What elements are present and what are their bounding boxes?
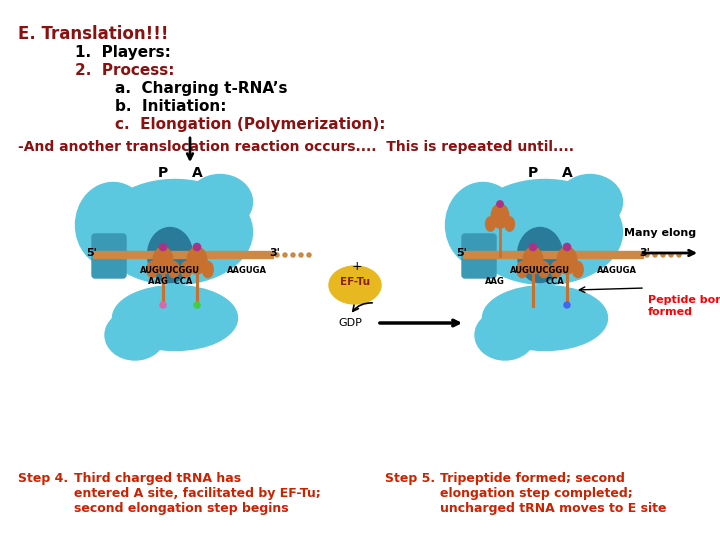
Ellipse shape [187, 174, 253, 230]
Circle shape [645, 253, 649, 257]
Circle shape [299, 253, 303, 257]
Text: Many elong: Many elong [624, 228, 696, 238]
Circle shape [159, 244, 166, 251]
Text: 3': 3' [639, 248, 650, 258]
FancyBboxPatch shape [462, 234, 496, 278]
Text: A: A [192, 166, 202, 180]
Ellipse shape [105, 310, 165, 360]
Circle shape [669, 253, 673, 257]
Text: 5': 5' [86, 248, 97, 258]
Ellipse shape [557, 174, 623, 230]
Text: Step 4.: Step 4. [18, 472, 68, 485]
Text: E. Translation!!!: E. Translation!!! [18, 25, 168, 43]
Ellipse shape [467, 179, 623, 285]
Ellipse shape [147, 261, 158, 278]
Text: AAG  CCA: AAG CCA [148, 277, 192, 286]
Text: Step 5.: Step 5. [385, 472, 435, 485]
Ellipse shape [485, 217, 495, 231]
Text: a.  Charging t-RNA’s: a. Charging t-RNA’s [115, 81, 287, 96]
Circle shape [563, 244, 571, 251]
Text: EF-Tu: EF-Tu [340, 277, 370, 287]
Text: P: P [528, 166, 538, 180]
Circle shape [564, 302, 570, 308]
Ellipse shape [112, 286, 238, 350]
Text: CCA: CCA [546, 277, 564, 286]
Circle shape [529, 244, 536, 251]
Circle shape [194, 302, 200, 308]
Ellipse shape [475, 310, 535, 360]
Ellipse shape [551, 261, 562, 278]
Text: +: + [351, 260, 362, 273]
Text: Third charged tRNA has
entered A site, facilitated by EF-Tu;
second elongation s: Third charged tRNA has entered A site, f… [74, 472, 320, 515]
Text: c.  Elongation (Polymerization):: c. Elongation (Polymerization): [115, 117, 385, 132]
Bar [463, 251, 643, 258]
Ellipse shape [572, 261, 583, 278]
Text: b.  Initiation:: b. Initiation: [115, 99, 227, 114]
Text: AAGUGA: AAGUGA [597, 266, 637, 275]
Ellipse shape [446, 183, 521, 267]
Text: P: P [158, 166, 168, 180]
Text: GDP: GDP [338, 318, 362, 328]
Bar [93, 251, 273, 258]
Ellipse shape [168, 261, 179, 278]
Ellipse shape [518, 227, 562, 282]
Text: 2.  Process:: 2. Process: [75, 63, 174, 78]
Text: A: A [562, 166, 572, 180]
Text: AAGUGA: AAGUGA [227, 266, 267, 275]
Text: AUGUUCGGU: AUGUUCGGU [140, 266, 200, 275]
Ellipse shape [187, 247, 207, 274]
Ellipse shape [539, 261, 549, 278]
Circle shape [283, 253, 287, 257]
Circle shape [160, 302, 166, 308]
Ellipse shape [181, 261, 192, 278]
Ellipse shape [329, 266, 381, 304]
Ellipse shape [505, 217, 514, 231]
Ellipse shape [557, 247, 577, 274]
Text: AAG: AAG [485, 277, 505, 286]
Text: Tripeptide formed; second
elongation step completed;
uncharged tRNA moves to E s: Tripeptide formed; second elongation ste… [440, 472, 667, 515]
Text: AUGUUCGGU: AUGUUCGGU [510, 266, 570, 275]
Ellipse shape [202, 261, 213, 278]
Ellipse shape [482, 286, 608, 350]
Text: Peptide bond
formed: Peptide bond formed [648, 295, 720, 316]
Circle shape [275, 253, 279, 257]
Circle shape [291, 253, 295, 257]
Text: 3': 3' [269, 248, 280, 258]
Ellipse shape [491, 204, 509, 228]
Text: -And another translocation reaction occurs....  This is repeated until....: -And another translocation reaction occu… [18, 140, 574, 154]
Circle shape [677, 253, 681, 257]
Circle shape [497, 201, 503, 207]
Ellipse shape [153, 247, 173, 274]
FancyBboxPatch shape [92, 234, 126, 278]
Text: 1.  Players:: 1. Players: [75, 45, 171, 60]
Text: 5': 5' [456, 248, 467, 258]
Ellipse shape [517, 261, 528, 278]
Circle shape [661, 253, 665, 257]
Ellipse shape [76, 183, 150, 267]
Circle shape [653, 253, 657, 257]
Ellipse shape [523, 247, 543, 274]
Ellipse shape [97, 179, 253, 285]
Circle shape [194, 244, 201, 251]
Ellipse shape [148, 227, 192, 282]
Circle shape [307, 253, 311, 257]
